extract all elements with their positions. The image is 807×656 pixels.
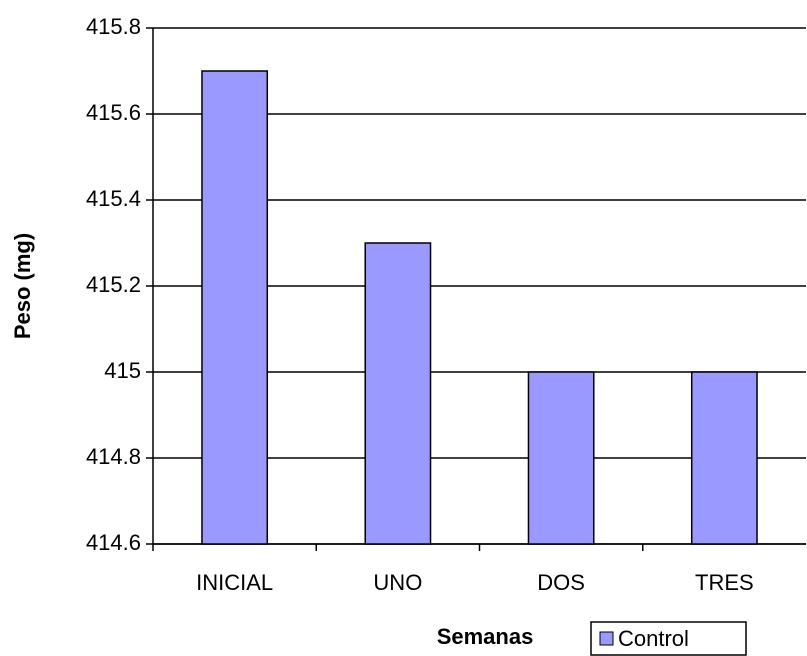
bar — [201, 70, 269, 545]
y-tick-label: 415.8 — [86, 14, 141, 39]
y-tick-label: 414.6 — [86, 530, 141, 555]
y-tick-label: 415.2 — [86, 272, 141, 297]
y-tick-label: 415.6 — [86, 100, 141, 125]
legend-label: Control — [618, 626, 689, 651]
x-axis-label: Semanas — [437, 624, 534, 649]
y-axis-label: Peso (mg) — [10, 233, 35, 339]
y-tick-label: 415 — [104, 358, 141, 383]
x-tick-label: TRES — [695, 570, 754, 595]
bar — [527, 371, 595, 545]
x-tick-label: UNO — [373, 570, 422, 595]
legend-swatch — [599, 631, 614, 646]
x-tick-label: INICIAL — [196, 570, 273, 595]
x-tick-label: DOS — [537, 570, 585, 595]
legend-box — [590, 621, 747, 656]
bar — [690, 371, 758, 545]
y-tick-label: 415.4 — [86, 186, 141, 211]
y-tick-label: 414.8 — [86, 444, 141, 469]
bar — [364, 242, 432, 545]
